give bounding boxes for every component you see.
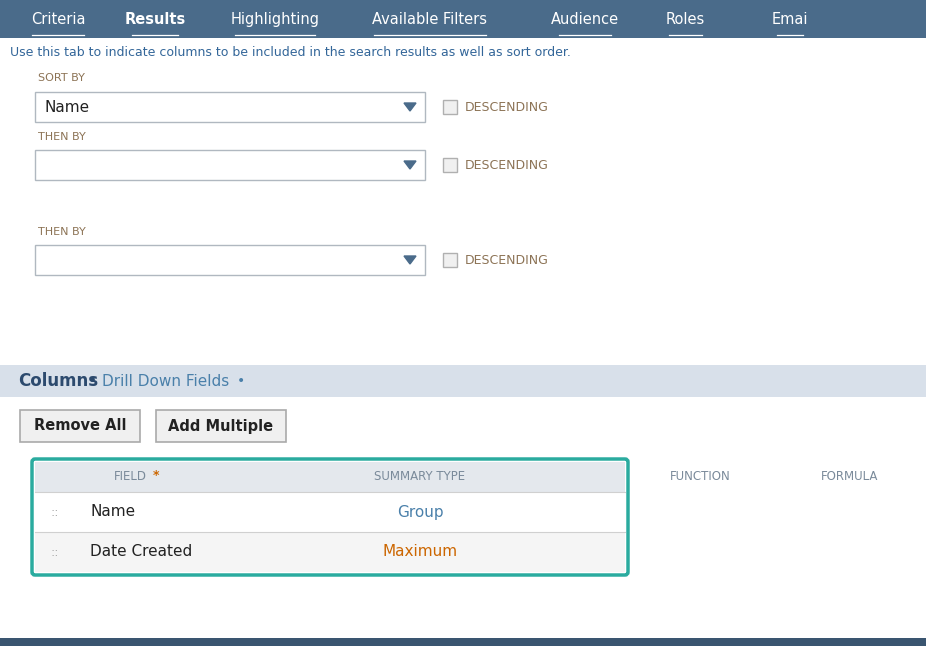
Text: ::: :: xyxy=(51,545,59,559)
Text: Emai: Emai xyxy=(771,12,808,26)
Polygon shape xyxy=(404,103,416,111)
Text: Available Filters: Available Filters xyxy=(372,12,487,26)
Bar xyxy=(35,462,625,492)
Bar xyxy=(0,638,926,646)
Polygon shape xyxy=(404,256,416,264)
FancyBboxPatch shape xyxy=(20,410,140,442)
Text: THEN BY: THEN BY xyxy=(38,227,86,237)
Text: •: • xyxy=(237,374,245,388)
Text: FUNCTION: FUNCTION xyxy=(669,470,731,483)
Bar xyxy=(35,92,425,122)
Text: DESCENDING: DESCENDING xyxy=(465,253,549,267)
Bar xyxy=(35,532,625,572)
Text: Criteria: Criteria xyxy=(31,12,85,26)
Polygon shape xyxy=(404,161,416,169)
Text: Name: Name xyxy=(45,99,90,114)
Text: ::: :: xyxy=(51,506,59,519)
Text: THEN BY: THEN BY xyxy=(38,132,86,142)
Text: Highlighting: Highlighting xyxy=(231,12,319,26)
Bar xyxy=(35,245,425,275)
Text: Add Multiple: Add Multiple xyxy=(169,419,273,433)
Bar xyxy=(443,253,457,267)
Text: Results: Results xyxy=(124,12,185,26)
Text: SUMMARY TYPE: SUMMARY TYPE xyxy=(374,470,466,483)
Bar xyxy=(0,0,926,38)
Text: Use this tab to indicate columns to be included in the search results as well as: Use this tab to indicate columns to be i… xyxy=(10,45,570,59)
Text: DESCENDING: DESCENDING xyxy=(465,101,549,114)
FancyBboxPatch shape xyxy=(156,410,286,442)
Text: Remove All: Remove All xyxy=(33,419,126,433)
Text: Date Created: Date Created xyxy=(90,545,193,559)
Text: FIELD: FIELD xyxy=(114,470,146,483)
Text: Drill Down Fields: Drill Down Fields xyxy=(102,373,230,388)
Bar xyxy=(443,158,457,172)
Text: SORT BY: SORT BY xyxy=(38,73,85,83)
Text: Maximum: Maximum xyxy=(382,545,457,559)
Text: Name: Name xyxy=(90,505,135,519)
Text: Roles: Roles xyxy=(666,12,705,26)
Text: *: * xyxy=(153,468,159,481)
Bar xyxy=(35,150,425,180)
Bar xyxy=(35,492,625,532)
Text: •: • xyxy=(88,374,97,388)
Text: Columns: Columns xyxy=(18,372,98,390)
Bar xyxy=(443,100,457,114)
Text: DESCENDING: DESCENDING xyxy=(465,158,549,171)
Bar xyxy=(0,365,926,397)
Text: Group: Group xyxy=(396,505,444,519)
Text: FORMULA: FORMULA xyxy=(821,470,879,483)
Text: Audience: Audience xyxy=(551,12,619,26)
